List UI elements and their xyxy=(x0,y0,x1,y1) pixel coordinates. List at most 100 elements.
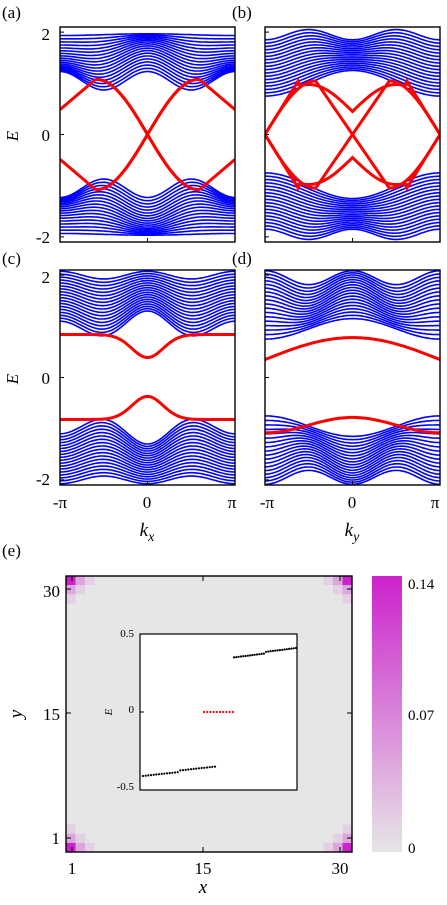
bulk-band-line xyxy=(60,191,235,211)
xtick-e-30: 30 xyxy=(332,859,349,878)
ylabel-a: E xyxy=(3,130,22,142)
inset-point-upper xyxy=(274,649,277,652)
inset-point-upper xyxy=(269,650,272,653)
bulk-band-line xyxy=(265,415,440,438)
inset-point-upper xyxy=(251,654,254,657)
bulk-band-line xyxy=(60,181,235,202)
edge-crossing-line xyxy=(96,77,199,192)
bulk-band-line xyxy=(60,282,235,297)
inset-point-lower xyxy=(160,772,163,776)
bulk-band-line xyxy=(265,201,440,217)
bulk-band-line xyxy=(60,458,235,473)
bulk-band-line xyxy=(60,36,235,47)
bulk-band-line xyxy=(60,197,235,217)
ytick-c-bot: -2 xyxy=(36,470,50,489)
inset-point-lower xyxy=(179,769,182,772)
panel-c-band-structure xyxy=(59,269,236,486)
heatmap-cell xyxy=(342,585,352,595)
bulk-band-line xyxy=(265,64,440,87)
bulk-band-line xyxy=(265,57,440,74)
heatmap-cell xyxy=(66,585,76,595)
bulk-band-line xyxy=(60,41,235,57)
bulk-band-line xyxy=(60,222,235,233)
bulk-band-line xyxy=(265,215,440,228)
inset-point-lower xyxy=(163,772,166,775)
bulk-band-line xyxy=(60,284,235,300)
inset-ytick-bot: -0.5 xyxy=(117,781,135,793)
bulk-band-line xyxy=(265,35,440,48)
bulk-band-line xyxy=(60,45,235,63)
bulk-band-line xyxy=(265,304,440,324)
edge-state-line xyxy=(265,415,440,435)
bulk-band-line xyxy=(265,225,440,238)
heatmap-cell xyxy=(323,842,333,852)
xlabel-d: ky xyxy=(345,520,360,545)
inset-point-upper xyxy=(278,649,281,652)
xlabel-e: x xyxy=(198,877,208,898)
bulk-band-line xyxy=(60,42,235,60)
inset-spectrum xyxy=(139,633,298,791)
edge-state-line xyxy=(60,333,235,360)
inset-point-lower xyxy=(211,765,214,769)
heatmap-frame xyxy=(65,575,353,853)
bulk-band-line xyxy=(265,317,440,340)
bulk-band-line xyxy=(60,212,235,228)
colorbar xyxy=(372,576,402,852)
bulk-band-line xyxy=(265,182,440,205)
bulk-band-line xyxy=(60,461,235,476)
bulk-band-line xyxy=(265,447,440,469)
bulk-band-line xyxy=(60,428,235,452)
panel-label-a: (a) xyxy=(2,3,21,22)
bulk-band-line xyxy=(60,229,235,235)
bulk-band-line xyxy=(265,185,440,207)
inset-point-lower xyxy=(152,773,155,776)
bulk-band-line xyxy=(265,208,440,222)
inset-point-lower xyxy=(157,773,161,776)
panel-b-band-structure xyxy=(264,26,441,243)
inset-point-lower xyxy=(187,768,190,771)
inset-point-lower xyxy=(208,766,211,769)
inset-point-lower xyxy=(147,774,150,777)
bulk-band-line xyxy=(60,277,235,290)
xtick-d-left: -π xyxy=(260,493,275,512)
bulk-band-line xyxy=(265,49,440,64)
inset-zero-mode xyxy=(231,710,234,714)
inset-point-upper xyxy=(285,648,288,651)
bulk-band-line xyxy=(60,35,235,43)
bulk-band-line xyxy=(265,419,440,441)
bulk-band-line xyxy=(60,465,235,478)
heatmap-probability xyxy=(66,576,352,852)
inset-point-upper xyxy=(246,654,249,657)
bulk-band-line xyxy=(60,272,235,284)
bulk-band-line xyxy=(265,192,440,211)
bulk-band-line xyxy=(60,303,235,327)
bulk-band-line xyxy=(265,292,440,313)
bulk-band-line xyxy=(60,67,235,88)
bulk-band-line xyxy=(265,301,440,321)
inset-point-lower xyxy=(149,774,153,777)
inset-point-lower xyxy=(181,769,185,772)
bulk-band-line xyxy=(60,209,235,227)
heatmap-cell xyxy=(85,842,95,852)
bulk-band-line xyxy=(265,434,440,454)
colorbar-tick-mid: 0.07 xyxy=(408,708,435,724)
bulk-band-line xyxy=(60,421,235,448)
inset-point-lower xyxy=(205,766,209,769)
xlabel-c: kx xyxy=(140,520,155,545)
bulk-band-line xyxy=(60,448,235,466)
ytick-e-15: 15 xyxy=(43,705,60,724)
xtick-c-right: π xyxy=(228,493,237,512)
inset-point-lower xyxy=(173,771,177,774)
heatmap-cell xyxy=(75,585,86,595)
bulk-band-line xyxy=(60,270,235,280)
inset-point-upper xyxy=(239,655,242,658)
ytick-c-top: 2 xyxy=(42,268,51,287)
inset-point-lower xyxy=(192,767,195,771)
inset-point-upper xyxy=(292,647,295,650)
xtick-c-mid: 0 xyxy=(143,493,152,512)
inset-point-upper xyxy=(281,648,284,651)
bulk-band-line xyxy=(265,188,440,209)
heatmap-cell xyxy=(342,594,352,604)
heatmap-cell xyxy=(66,576,76,586)
inset-point-lower xyxy=(155,773,158,776)
